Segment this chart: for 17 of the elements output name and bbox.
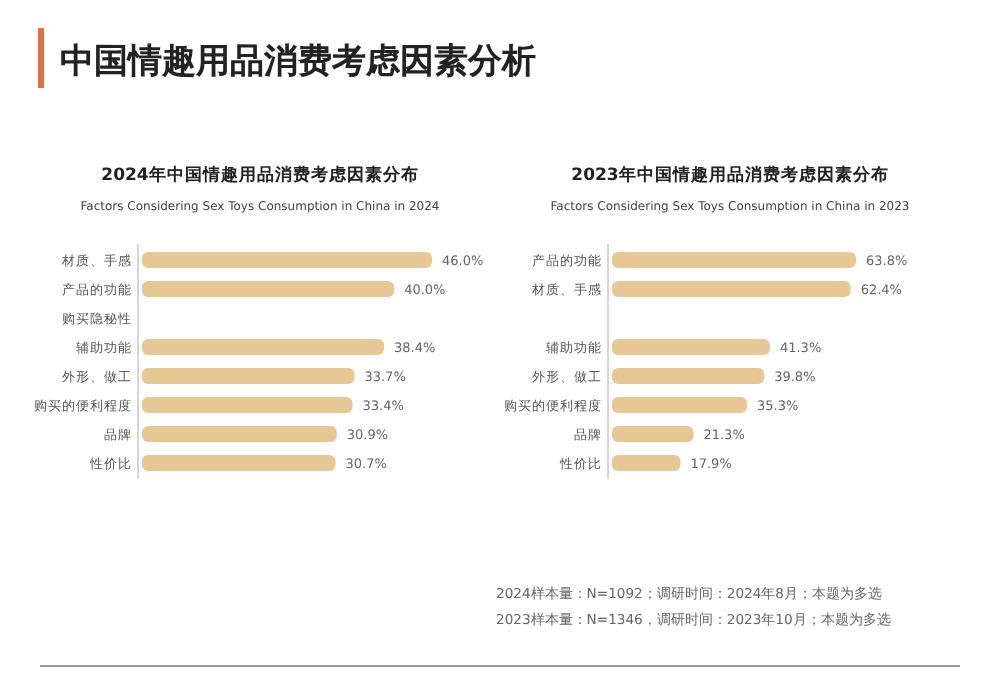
bar <box>612 252 856 268</box>
bar <box>612 368 765 384</box>
bar <box>142 368 355 384</box>
bar <box>142 455 336 471</box>
bar <box>612 426 694 442</box>
chart-title: 2023年中国情趣用品消费考虑因素分布 <box>571 164 889 186</box>
bar <box>612 339 770 355</box>
chart-title: 2024年中国情趣用品消费考虑因素分布 <box>101 164 419 186</box>
bar <box>142 252 432 268</box>
bar <box>142 281 395 297</box>
bar <box>612 455 681 471</box>
bar <box>612 397 747 413</box>
bar <box>142 397 353 413</box>
text: 中国情趣用品消费考虑因素分析 <box>60 42 536 82</box>
bar <box>612 281 851 297</box>
bar <box>142 339 385 355</box>
bar <box>142 426 337 442</box>
